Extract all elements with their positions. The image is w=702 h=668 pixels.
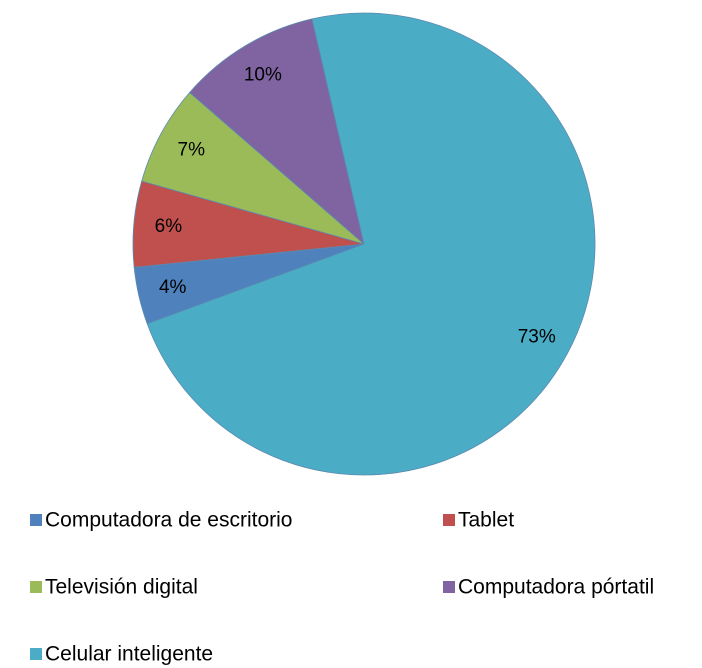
legend-label: Celular inteligente: [45, 643, 213, 666]
legend-swatch: [30, 648, 42, 660]
legend-label: Computadora pórtatil: [458, 576, 654, 599]
data-label: 4%: [159, 277, 187, 298]
legend-label: Computadora de escritorio: [45, 509, 292, 532]
data-label: 7%: [178, 140, 206, 161]
data-label: 73%: [518, 326, 556, 347]
legend-swatch: [30, 514, 42, 526]
pie-slice: [141, 91, 365, 245]
data-label: 10%: [244, 65, 282, 86]
pie-slice: [189, 18, 365, 246]
data-label: 6%: [155, 216, 183, 237]
legend-swatch: [30, 581, 42, 593]
legend-swatch: [443, 581, 455, 593]
legend-label: Televisión digital: [45, 576, 198, 599]
legend-swatch: [443, 514, 455, 526]
pie-slice: [146, 12, 596, 476]
legend-label: Tablet: [458, 509, 514, 532]
